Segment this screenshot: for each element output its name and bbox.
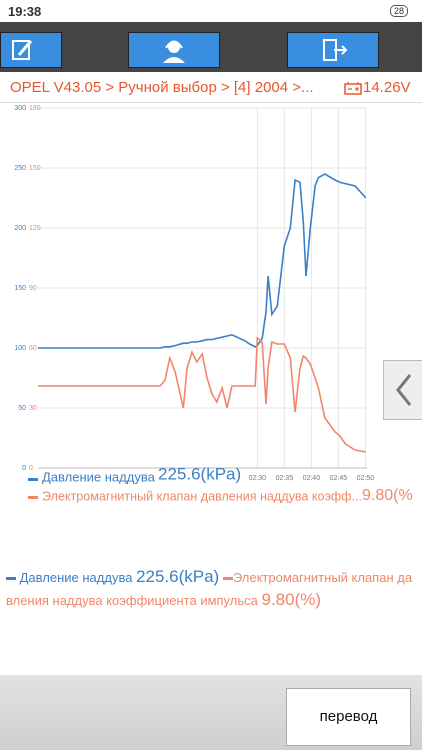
data-line xyxy=(38,336,367,453)
bottom-bar: перевод xyxy=(0,675,422,750)
legend-swatch xyxy=(28,478,38,481)
support-button[interactable] xyxy=(128,32,220,68)
voltage: 14.26V xyxy=(363,79,411,96)
legend-label: Электромагнитный клапан давления наддува… xyxy=(6,570,413,608)
legend-reading: 225.6(kPa) xyxy=(136,567,220,586)
legend-label: Давление наддува xyxy=(19,570,133,585)
legend-reading: 9.80(% xyxy=(362,487,413,504)
y2-tick-label: 150 xyxy=(29,165,41,172)
breadcrumb-bar: OPEL V43.05 > Ручной выбор > [4] 2004 >.… xyxy=(0,72,422,103)
x-tick-label: 02:45 xyxy=(330,475,348,482)
y-tick-label: 250 xyxy=(14,165,26,172)
y-tick-label: 200 xyxy=(14,225,26,232)
legend-label: Давление наддува xyxy=(42,469,156,484)
battery: 28 xyxy=(390,5,409,17)
status-bar: 19:38 28 xyxy=(0,0,422,22)
x-tick-label: 02:40 xyxy=(303,475,321,482)
y2-tick-label: 30 xyxy=(29,405,37,412)
x-tick-label: 02:50 xyxy=(357,475,375,482)
edit-button[interactable] xyxy=(0,32,62,68)
exit-button[interactable] xyxy=(287,32,379,68)
x-tick-label: 02:35 xyxy=(276,475,294,482)
legend-swatch xyxy=(6,577,16,581)
legend-swatch xyxy=(222,577,233,581)
y2-tick-label: 90 xyxy=(29,285,37,292)
y2-tick-label: 0 xyxy=(29,465,33,472)
legend: Давление наддува 225.6(kPa) Электромагни… xyxy=(6,566,416,612)
y-tick-label: 150 xyxy=(14,285,26,292)
translate-button[interactable]: перевод xyxy=(286,688,411,746)
legend-label: Электромагнитный клапан давления наддува… xyxy=(42,488,362,503)
x-tick-label: 02:30 xyxy=(249,475,267,482)
next-button[interactable] xyxy=(383,360,422,420)
chart: 0 50 100 150 200 250 300 0 30 60 90 120 150 180 02:30 0… xyxy=(14,105,413,504)
legend-reading: 225.6(kPa) xyxy=(158,464,241,483)
y2-tick-label: 60 xyxy=(29,345,37,352)
y-tick-label: 100 xyxy=(14,345,26,352)
battery-icon xyxy=(344,82,362,95)
toolbar xyxy=(0,22,422,72)
y-tick-label: 300 xyxy=(14,105,26,112)
data-line xyxy=(38,173,367,349)
legend-swatch xyxy=(28,496,38,499)
y-tick-label: 0 xyxy=(22,465,26,472)
y2-tick-label: 180 xyxy=(29,105,41,112)
time: 19:38 xyxy=(8,4,42,19)
y-tick-label: 50 xyxy=(18,405,26,412)
legend-reading: 9.80(%) xyxy=(261,590,322,609)
y2-tick-label: 120 xyxy=(29,225,41,232)
breadcrumb: OPEL V43.05 > Ручной выбор > [4] 2004 >.… xyxy=(10,79,314,96)
